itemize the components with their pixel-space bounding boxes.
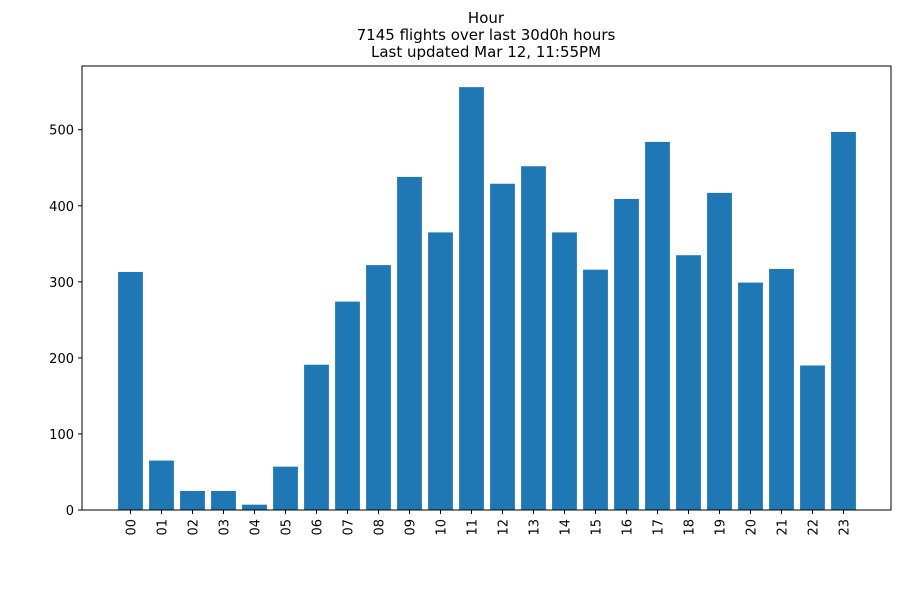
x-tick-label-06: 06 xyxy=(311,519,326,536)
x-tick-label-17: 17 xyxy=(652,519,667,536)
x-tick-label-12: 12 xyxy=(497,519,512,536)
y-tick-label-300: 300 xyxy=(49,276,74,291)
x-tick-label-05: 05 xyxy=(280,519,295,536)
bar-02 xyxy=(180,490,205,510)
x-tick-label-00: 00 xyxy=(125,519,140,536)
x-tick-label-11: 11 xyxy=(466,519,481,536)
x-tick-label-21: 21 xyxy=(776,519,791,536)
bar-07 xyxy=(335,301,360,510)
bar-12 xyxy=(490,183,515,511)
bar-14 xyxy=(552,232,577,510)
x-tick-label-09: 09 xyxy=(404,519,419,536)
chart-subtitle-line-2: Last updated Mar 12, 11:55PM xyxy=(371,43,601,61)
bar-18 xyxy=(676,255,701,510)
y-tick-label-100: 100 xyxy=(49,428,74,443)
x-tick-label-20: 20 xyxy=(745,519,760,536)
x-tick-label-19: 19 xyxy=(714,519,729,536)
x-tick-label-23: 23 xyxy=(838,519,853,536)
bar-08 xyxy=(366,265,391,510)
bar-10 xyxy=(428,232,453,510)
bar-06 xyxy=(304,364,329,510)
x-tick-label-04: 04 xyxy=(249,519,264,536)
chart-title: Hour xyxy=(468,9,505,27)
chart-subtitle-line-1: 7145 flights over last 30d0h hours xyxy=(357,26,616,44)
bar-23 xyxy=(831,132,856,510)
bar-04 xyxy=(242,504,267,510)
bar-11 xyxy=(459,87,484,510)
x-axis: 00 01 02 03 04 05 06 07 08 09 10 11 12 13 14 15 16 17 18 19… xyxy=(125,510,853,536)
y-tick-label-0: 0 xyxy=(66,504,74,519)
bar-03 xyxy=(211,490,236,510)
x-tick-label-16: 16 xyxy=(621,519,636,536)
bar-00 xyxy=(118,271,143,510)
x-tick-label-10: 10 xyxy=(435,519,450,536)
bars-group xyxy=(118,87,856,511)
bar-05 xyxy=(273,466,298,510)
x-tick-label-14: 14 xyxy=(559,519,574,536)
x-tick-label-03: 03 xyxy=(218,519,233,536)
bar-16 xyxy=(614,198,639,510)
bar-13 xyxy=(521,166,546,511)
x-tick-label-08: 08 xyxy=(373,519,388,536)
x-tick-label-02: 02 xyxy=(187,519,202,536)
bar-09 xyxy=(397,176,422,510)
bar-19 xyxy=(707,192,732,511)
bar-17 xyxy=(645,141,670,510)
y-axis: 0 100 200 300 400 500 xyxy=(49,124,82,519)
bar-21 xyxy=(769,268,794,510)
x-tick-label-18: 18 xyxy=(683,519,698,536)
x-tick-label-01: 01 xyxy=(156,519,171,536)
bar-15 xyxy=(583,269,608,510)
bar-01 xyxy=(149,460,174,510)
bar-22 xyxy=(800,365,825,510)
bar-20 xyxy=(738,282,763,510)
y-tick-label-400: 400 xyxy=(49,200,74,215)
x-tick-label-22: 22 xyxy=(807,519,822,536)
x-tick-label-13: 13 xyxy=(528,519,543,536)
y-tick-label-200: 200 xyxy=(49,352,74,367)
y-tick-label-500: 500 xyxy=(49,124,74,139)
x-tick-label-15: 15 xyxy=(590,519,605,536)
plot-frame xyxy=(81,65,892,511)
x-tick-label-07: 07 xyxy=(342,519,357,536)
